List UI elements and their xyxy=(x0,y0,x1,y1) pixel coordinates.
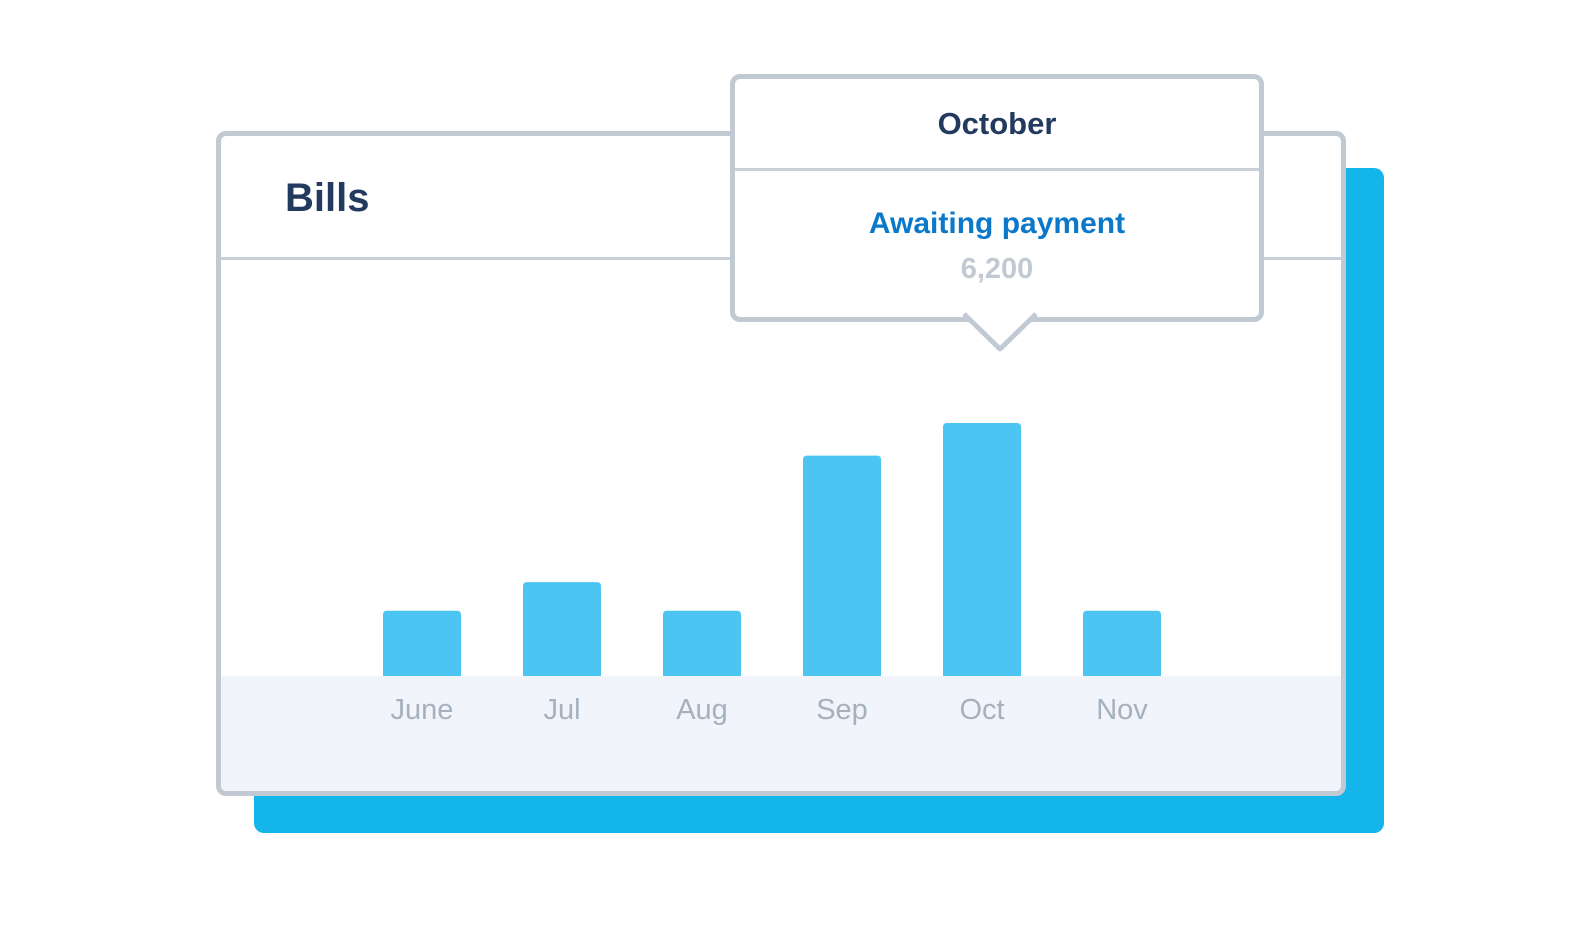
bar-chart: June Jul Aug Sep Oct Nov xyxy=(221,136,1341,791)
bar-june[interactable] xyxy=(383,610,461,676)
tick-label-june: June xyxy=(391,694,454,726)
bar-tooltip: October Awaiting payment 6,200 xyxy=(730,74,1264,322)
bar-aug[interactable] xyxy=(663,610,741,676)
tick-label-aug: Aug xyxy=(676,694,728,726)
tick-label-nov: Nov xyxy=(1096,694,1148,726)
tooltip-header: October xyxy=(735,79,1259,171)
bar-oct[interactable] xyxy=(943,423,1021,676)
tooltip-pointer xyxy=(962,312,1038,352)
tick-label-jul: Jul xyxy=(543,694,580,726)
bar-jul[interactable] xyxy=(523,582,601,676)
x-axis-band xyxy=(221,676,1341,791)
tick-label-sep: Sep xyxy=(816,694,868,726)
bar-nov[interactable] xyxy=(1083,610,1161,676)
tooltip-value: 6,200 xyxy=(960,253,1034,285)
tooltip-month: October xyxy=(937,105,1057,141)
chart-svg: June Jul Aug Sep Oct Nov xyxy=(383,423,1161,726)
card-title: Bills xyxy=(285,176,370,220)
tooltip-status: Awaiting payment xyxy=(868,207,1126,240)
bar-sep[interactable] xyxy=(803,455,881,676)
tick-label-oct: Oct xyxy=(959,694,1004,726)
